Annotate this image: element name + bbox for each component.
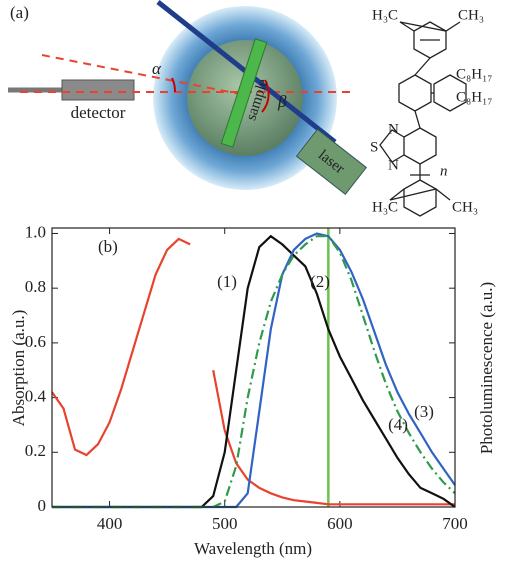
ring <box>404 128 436 164</box>
bond <box>415 111 420 128</box>
detector <box>62 80 134 100</box>
atom-label: N <box>388 121 399 137</box>
alpha-label: α <box>152 59 162 78</box>
atom-label: CH₃ <box>458 7 484 23</box>
y2-axis-title: Photoluminescence (a.u.) <box>477 282 496 454</box>
atom-label: H₃C <box>372 199 398 215</box>
atom-label: C₈H₁₇ <box>456 89 493 105</box>
atom-label: N <box>388 157 399 173</box>
figure-canvas: laser (a) detector sample α β H₃C CH₃ C₈… <box>0 0 507 564</box>
detector-label: detector <box>71 103 126 122</box>
figure: laser (a) detector sample α β H₃C CH₃ C₈… <box>0 0 507 564</box>
atom-label: C₈H₁₇ <box>456 66 493 82</box>
y-tick-label: 0.4 <box>25 386 47 405</box>
atom-label: CH₃ <box>452 199 478 215</box>
x-tick-label: 600 <box>327 514 353 533</box>
y-axis-title: Absorption (a.u.) <box>9 310 28 427</box>
x-tick-label: 700 <box>442 514 468 533</box>
atom-label: S <box>370 139 378 155</box>
ring <box>404 180 436 216</box>
ring <box>399 75 431 111</box>
y-tick-label: 0.8 <box>25 277 46 296</box>
series-label: (2) <box>310 272 330 291</box>
y-tick-label: 1.0 <box>25 222 46 241</box>
panel-label: (a) <box>10 3 29 22</box>
y-tick-label: 0.6 <box>25 332 46 351</box>
x-axis-title: Wavelength (nm) <box>194 539 312 558</box>
molecule-labels: H₃C CH₃ C₈H₁₇ C₈H₁₇ N S N n H₃C CH₃ <box>370 7 493 215</box>
series-label: (4) <box>388 415 408 434</box>
bond <box>390 189 450 200</box>
series-line <box>52 239 190 455</box>
series-label: (1) <box>217 272 237 291</box>
bond <box>415 58 430 75</box>
series-line <box>52 236 455 507</box>
y-tick-label: 0.2 <box>25 441 46 460</box>
setup-diagram: laser (a) detector sample α β <box>8 2 366 194</box>
series-label: (3) <box>414 402 434 421</box>
repeat-label: n <box>440 163 448 179</box>
molecule <box>380 22 466 216</box>
bond <box>400 22 460 31</box>
x-tick-label: 400 <box>97 514 123 533</box>
panel-label: (b) <box>98 237 118 256</box>
atom-label: H₃C <box>372 7 398 23</box>
y-tick-label: 0 <box>38 496 47 515</box>
x-tick-label: 500 <box>212 514 238 533</box>
beta-label: β <box>277 92 287 111</box>
